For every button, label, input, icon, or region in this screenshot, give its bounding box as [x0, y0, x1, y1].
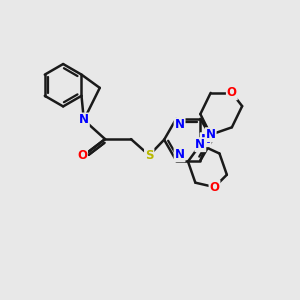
Text: N: N	[195, 138, 205, 151]
Text: O: O	[227, 86, 237, 99]
Text: O: O	[209, 181, 220, 194]
Text: N: N	[201, 133, 211, 146]
Text: N: N	[175, 148, 184, 161]
Text: N: N	[175, 118, 184, 131]
Text: S: S	[145, 149, 154, 162]
Text: N: N	[206, 128, 216, 141]
Text: N: N	[79, 113, 89, 127]
Text: O: O	[77, 148, 87, 161]
